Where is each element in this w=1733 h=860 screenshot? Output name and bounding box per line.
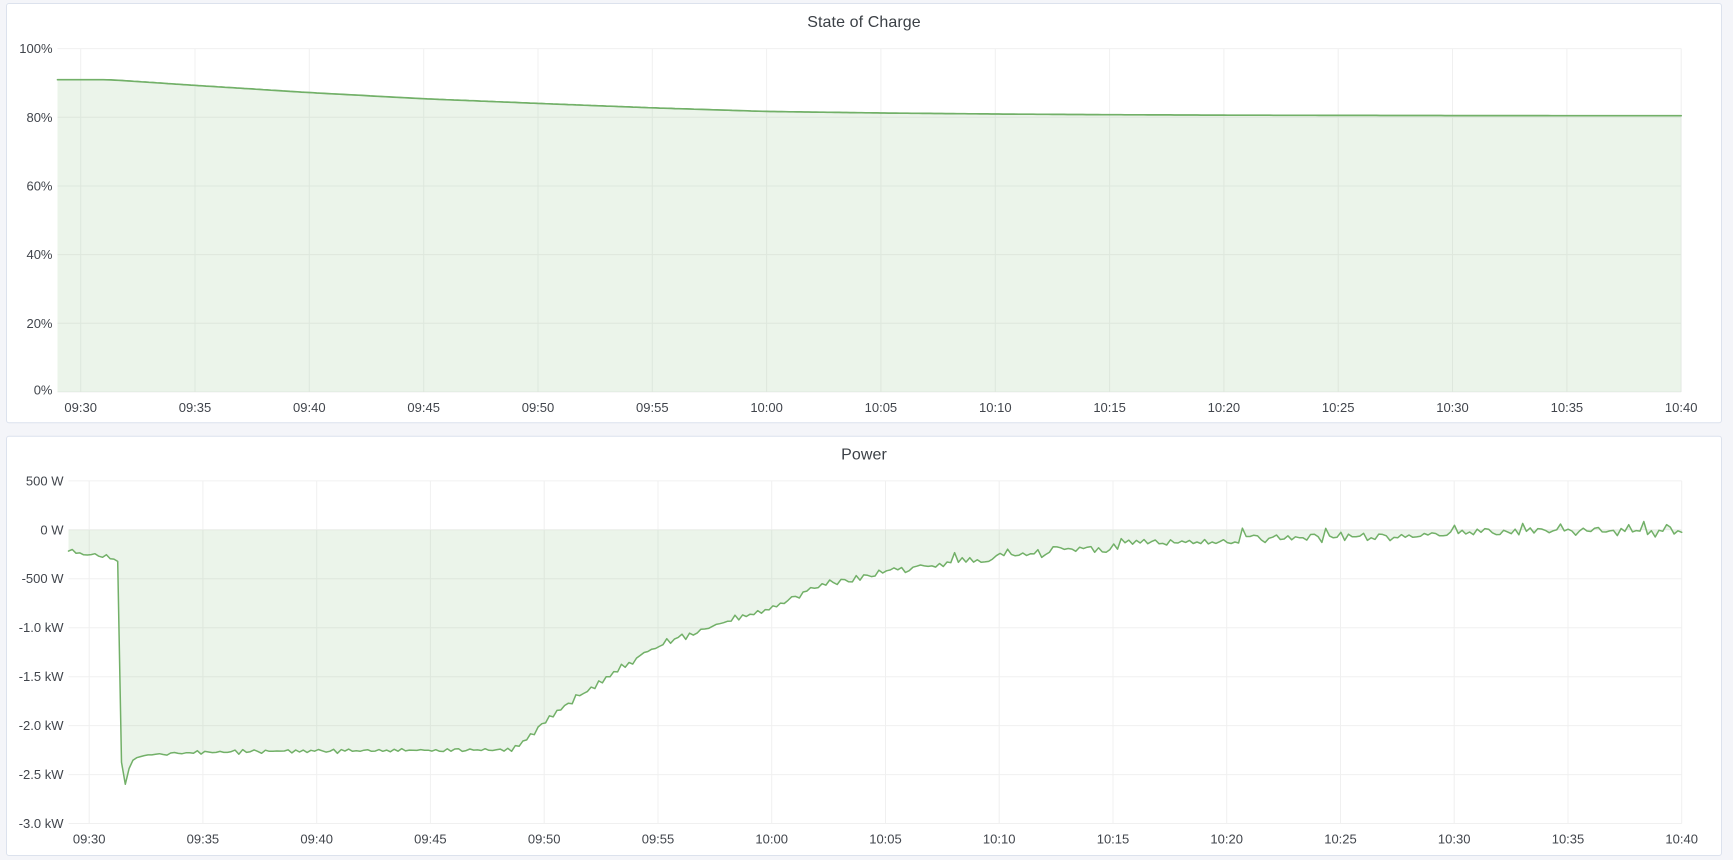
svg-text:09:35: 09:35: [179, 400, 212, 415]
svg-text:-2.0 kW: -2.0 kW: [19, 718, 65, 733]
svg-text:-1.5 kW: -1.5 kW: [19, 669, 65, 684]
svg-text:10:20: 10:20: [1208, 400, 1241, 415]
svg-text:09:35: 09:35: [187, 831, 220, 846]
svg-text:10:35: 10:35: [1552, 831, 1585, 846]
svg-text:60%: 60%: [26, 179, 52, 194]
svg-text:09:45: 09:45: [407, 400, 440, 415]
svg-text:10:15: 10:15: [1093, 400, 1126, 415]
svg-text:-2.5 kW: -2.5 kW: [19, 767, 65, 782]
svg-text:20%: 20%: [26, 316, 52, 331]
svg-text:80%: 80%: [26, 110, 52, 125]
svg-text:10:15: 10:15: [1097, 831, 1130, 846]
svg-text:-1.0 kW: -1.0 kW: [19, 620, 65, 635]
svg-text:09:50: 09:50: [528, 831, 561, 846]
svg-text:10:20: 10:20: [1210, 831, 1243, 846]
svg-text:10:00: 10:00: [755, 831, 788, 846]
svg-text:09:30: 09:30: [64, 400, 97, 415]
svg-text:10:40: 10:40: [1665, 400, 1698, 415]
svg-text:0 W: 0 W: [40, 522, 64, 537]
svg-text:-500 W: -500 W: [22, 571, 65, 586]
svg-text:10:25: 10:25: [1324, 831, 1357, 846]
svg-text:-3.0 kW: -3.0 kW: [19, 816, 65, 831]
svg-text:100%: 100%: [19, 41, 53, 56]
svg-text:09:40: 09:40: [300, 831, 333, 846]
svg-text:40%: 40%: [26, 247, 52, 262]
svg-text:10:30: 10:30: [1438, 831, 1471, 846]
svg-text:10:00: 10:00: [750, 400, 783, 415]
svg-text:09:40: 09:40: [293, 400, 326, 415]
svg-text:Power: Power: [841, 446, 887, 463]
svg-text:10:35: 10:35: [1551, 400, 1584, 415]
svg-text:10:30: 10:30: [1436, 400, 1469, 415]
svg-text:10:25: 10:25: [1322, 400, 1355, 415]
svg-text:10:05: 10:05: [865, 400, 898, 415]
svg-text:09:45: 09:45: [414, 831, 447, 846]
svg-text:09:30: 09:30: [73, 831, 106, 846]
svg-text:0%: 0%: [34, 383, 53, 398]
svg-text:10:40: 10:40: [1665, 831, 1698, 846]
svg-text:10:05: 10:05: [869, 831, 902, 846]
svg-text:10:10: 10:10: [979, 400, 1012, 415]
svg-text:09:50: 09:50: [522, 400, 555, 415]
svg-text:10:10: 10:10: [983, 831, 1016, 846]
svg-text:09:55: 09:55: [642, 831, 675, 846]
svg-text:09:55: 09:55: [636, 400, 669, 415]
svg-text:State of Charge: State of Charge: [807, 14, 921, 31]
svg-text:500 W: 500 W: [26, 473, 64, 488]
